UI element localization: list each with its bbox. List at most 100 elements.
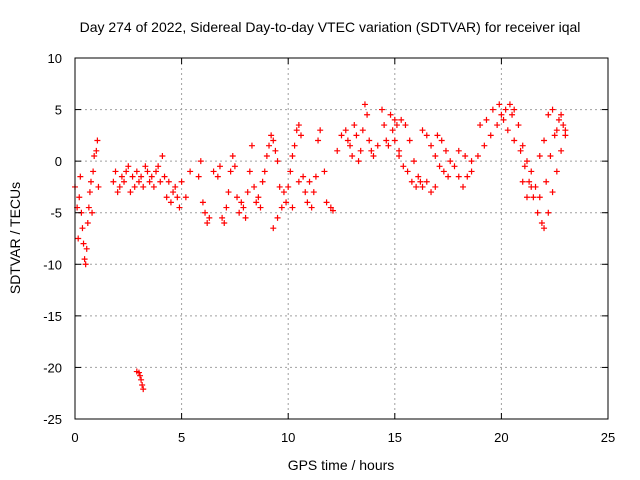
data-point-marker bbox=[519, 142, 526, 149]
data-point-marker bbox=[432, 183, 439, 190]
data-point-marker bbox=[112, 168, 119, 175]
data-point-marker bbox=[221, 220, 228, 227]
data-point-marker bbox=[515, 122, 522, 129]
data-point-marker bbox=[562, 132, 569, 139]
data-point-marker bbox=[133, 168, 140, 175]
data-point-marker bbox=[396, 147, 403, 154]
data-point-marker bbox=[327, 204, 334, 211]
data-point-marker bbox=[165, 178, 172, 185]
data-point-marker bbox=[225, 189, 232, 196]
data-point-marker bbox=[436, 163, 443, 170]
x-axis-ticks: 0 5 10 15 20 25 bbox=[71, 58, 615, 445]
data-point-marker bbox=[182, 194, 189, 201]
data-point-marker bbox=[297, 132, 304, 139]
y-tick-label: -25 bbox=[43, 412, 62, 427]
data-point-marker bbox=[432, 152, 439, 159]
data-point-marker bbox=[140, 386, 147, 393]
data-point-marker bbox=[214, 173, 221, 180]
data-point-marker bbox=[210, 168, 217, 175]
data-point-marker bbox=[285, 183, 292, 190]
data-point-marker bbox=[280, 189, 287, 196]
data-point-marker bbox=[374, 142, 381, 149]
data-point-marker bbox=[338, 132, 345, 139]
data-point-marker bbox=[231, 163, 238, 170]
data-point-marker bbox=[419, 127, 426, 134]
data-point-marker bbox=[159, 152, 166, 159]
data-point-marker bbox=[400, 163, 407, 170]
data-point-marker bbox=[543, 178, 550, 185]
data-point-marker bbox=[148, 173, 155, 180]
data-point-marker bbox=[302, 189, 309, 196]
data-point-marker bbox=[483, 116, 490, 123]
data-point-marker bbox=[445, 173, 452, 180]
data-point-marker bbox=[300, 173, 307, 180]
data-point-marker bbox=[321, 168, 328, 175]
x-tick-label: 15 bbox=[388, 430, 402, 445]
data-point-marker bbox=[146, 178, 153, 185]
data-point-marker bbox=[261, 168, 268, 175]
data-point-marker bbox=[79, 225, 86, 232]
x-tick-label: 5 bbox=[178, 430, 185, 445]
data-point-marker bbox=[139, 381, 146, 388]
data-point-marker bbox=[295, 122, 302, 129]
data-point-marker bbox=[549, 189, 556, 196]
data-point-marker bbox=[534, 209, 541, 216]
data-point-marker bbox=[308, 204, 315, 211]
data-point-marker bbox=[517, 147, 524, 154]
data-point-marker bbox=[272, 147, 279, 154]
data-point-marker bbox=[366, 137, 373, 144]
data-point-marker bbox=[204, 220, 211, 227]
data-point-marker bbox=[415, 173, 422, 180]
data-point-marker bbox=[502, 106, 509, 113]
data-point-marker bbox=[391, 137, 398, 144]
data-point-marker bbox=[270, 225, 277, 232]
data-point-marker bbox=[391, 116, 398, 123]
data-point-marker bbox=[551, 132, 558, 139]
data-point-marker bbox=[468, 158, 475, 165]
data-point-marker bbox=[511, 106, 518, 113]
data-point-marker bbox=[494, 122, 501, 129]
data-point-marker bbox=[406, 137, 413, 144]
data-point-marker bbox=[393, 122, 400, 129]
data-point-marker bbox=[135, 369, 142, 376]
y-axis-ticks: 10 5 0 -5 -10 -15 -20 -25 bbox=[43, 51, 608, 427]
data-point-marker bbox=[86, 189, 93, 196]
data-point-marker bbox=[474, 152, 481, 159]
data-point-marker bbox=[81, 256, 88, 263]
data-point-marker bbox=[558, 111, 565, 118]
data-point-marker bbox=[381, 122, 388, 129]
data-point-marker bbox=[263, 152, 270, 159]
data-point-marker bbox=[368, 147, 375, 154]
data-point-marker bbox=[274, 214, 281, 221]
data-point-marker bbox=[229, 152, 236, 159]
data-point-marker bbox=[127, 189, 134, 196]
data-point-marker bbox=[310, 189, 317, 196]
data-point-marker bbox=[77, 173, 84, 180]
data-point-marker bbox=[455, 173, 462, 180]
data-point-marker bbox=[266, 142, 273, 149]
data-point-marker bbox=[413, 183, 420, 190]
y-tick-label: 5 bbox=[55, 103, 62, 118]
data-point-marker bbox=[387, 111, 394, 118]
data-point-marker bbox=[153, 168, 160, 175]
data-point-marker bbox=[468, 168, 475, 175]
data-point-marker bbox=[90, 168, 97, 175]
data-point-marker bbox=[509, 111, 516, 118]
data-point-marker bbox=[549, 106, 556, 113]
data-point-marker bbox=[379, 106, 386, 113]
data-point-marker bbox=[172, 183, 179, 190]
data-point-marker bbox=[195, 173, 202, 180]
data-point-marker bbox=[157, 178, 164, 185]
data-point-marker bbox=[268, 132, 275, 139]
data-point-marker bbox=[83, 245, 90, 252]
data-point-marker bbox=[396, 152, 403, 159]
data-point-marker bbox=[541, 137, 548, 144]
data-point-marker bbox=[547, 152, 554, 159]
grid-lines bbox=[75, 58, 608, 419]
data-point-marker bbox=[344, 137, 351, 144]
data-point-marker bbox=[187, 168, 194, 175]
data-point-marker bbox=[498, 111, 505, 118]
data-point-marker bbox=[317, 127, 324, 134]
data-point-marker bbox=[423, 178, 430, 185]
data-point-marker bbox=[511, 137, 518, 144]
